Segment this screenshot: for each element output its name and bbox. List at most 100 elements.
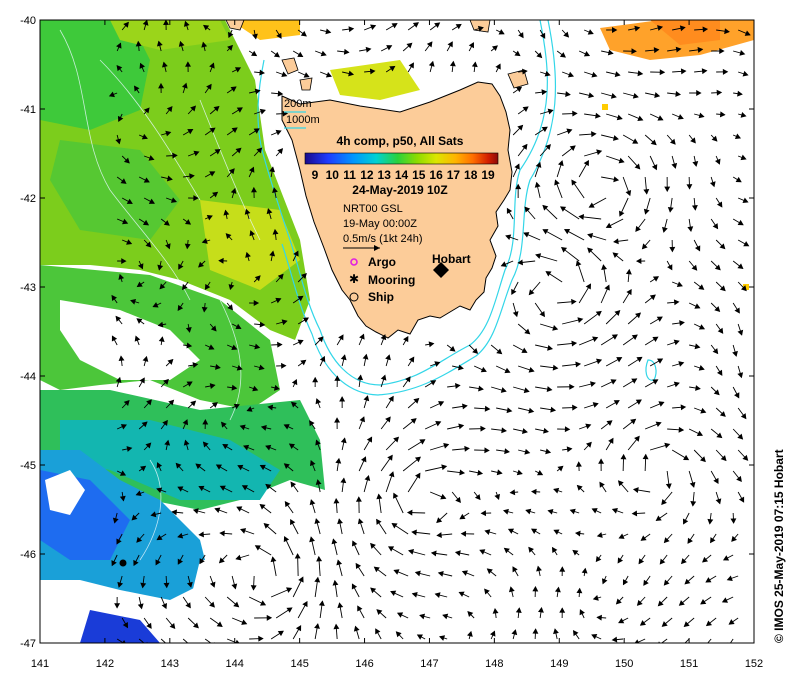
current-arrowhead	[655, 515, 662, 522]
current-arrowhead	[380, 374, 387, 381]
current-arrowhead	[559, 52, 566, 58]
current-arrowhead	[186, 381, 193, 387]
current-arrowhead	[440, 493, 447, 500]
current-arrowhead	[689, 481, 696, 488]
x-tick-label: 150	[615, 658, 633, 670]
current-arrowhead	[715, 498, 722, 505]
current-arrowhead	[657, 115, 664, 121]
current-arrowhead	[302, 600, 308, 608]
y-tick-label: -41	[20, 104, 36, 116]
current-arrowhead	[219, 485, 226, 491]
current-arrowhead	[309, 499, 316, 506]
current-arrowhead	[605, 222, 612, 229]
current-arrowhead	[547, 508, 554, 515]
current-arrowhead	[213, 105, 220, 112]
current-arrowhead	[319, 355, 326, 363]
current-arrowhead	[694, 343, 701, 350]
current-arrowhead	[707, 518, 714, 525]
current-arrowhead	[121, 258, 127, 265]
current-arrowhead	[698, 284, 705, 290]
current-arrowhead	[696, 430, 703, 437]
current-arrowhead	[700, 407, 707, 414]
current-arrowhead	[111, 560, 117, 567]
current-arrowhead	[390, 590, 397, 597]
current-arrowhead	[405, 376, 411, 383]
current-arrowhead	[738, 496, 745, 503]
current-arrowhead	[496, 469, 503, 476]
current-arrowhead	[111, 335, 118, 342]
current-arrowhead	[259, 108, 266, 115]
current-arrowhead	[678, 361, 685, 367]
current-arrowhead	[532, 628, 539, 634]
product-date: 24-May-2019 10Z	[352, 183, 447, 197]
current-arrowhead	[532, 585, 539, 592]
current-arrowhead	[273, 384, 280, 391]
current-arrowhead	[166, 106, 173, 113]
current-arrowhead	[123, 21, 129, 28]
current-arrowhead	[467, 611, 474, 617]
current-arrowhead	[228, 31, 234, 38]
current-arrowhead	[231, 344, 238, 351]
current-arrowhead	[442, 613, 449, 620]
current-arrowhead	[572, 630, 579, 637]
current-arrowhead	[642, 453, 649, 460]
current-arrowhead	[591, 71, 598, 78]
current-arrowhead	[186, 581, 193, 588]
current-arrowhead	[437, 570, 444, 577]
current-arrowhead	[416, 634, 423, 640]
current-arrowhead	[136, 536, 143, 543]
current-arrowhead	[277, 273, 284, 280]
colorbar-labels: 9 10 11 12 13 14 15 16 17 18 19	[312, 168, 495, 182]
current-arrowhead	[260, 424, 267, 431]
current-arrowhead	[524, 448, 531, 455]
current-arrowhead	[116, 65, 123, 72]
current-arrow	[182, 638, 189, 643]
current-arrowhead	[634, 639, 640, 643]
current-arrowhead	[500, 387, 507, 393]
current-arrowhead	[559, 566, 566, 572]
current-arrowhead	[283, 535, 290, 543]
current-arrowhead	[553, 628, 559, 635]
current-arrowhead	[498, 29, 505, 35]
current-arrowhead	[695, 385, 701, 391]
colorbar-label: 18	[464, 168, 478, 182]
current-arrowhead	[722, 555, 730, 561]
current-arrowhead	[458, 591, 465, 597]
current-arrowhead	[211, 402, 218, 408]
current-arrowhead	[189, 173, 195, 180]
current-arrowhead	[220, 421, 227, 428]
x-tick-label: 144	[226, 658, 244, 670]
current-arrowhead	[512, 311, 519, 318]
current-arrowhead	[209, 581, 216, 588]
current-arrowhead	[716, 89, 723, 96]
current-arrowhead	[123, 157, 130, 164]
current-arrowhead	[411, 591, 418, 598]
current-arrowhead	[198, 485, 205, 492]
current-arrowhead	[560, 246, 568, 253]
current-arrowhead	[185, 327, 192, 333]
current-arrowhead	[314, 623, 320, 629]
current-arrowhead	[241, 485, 248, 491]
current-arrowhead	[494, 493, 500, 500]
current-arrowhead	[187, 129, 194, 135]
current-arrowhead	[507, 528, 515, 534]
open-circle-icon	[349, 292, 359, 302]
current-arrowhead	[140, 582, 147, 589]
current-arrowhead	[673, 339, 680, 346]
current-arrowhead	[684, 578, 691, 585]
current-arrowhead	[380, 334, 387, 341]
current-arrowhead	[177, 304, 184, 312]
current-arrowhead	[208, 344, 215, 350]
current-arrowhead	[256, 147, 263, 154]
current-arrowhead	[183, 20, 190, 27]
current-arrowhead	[528, 289, 535, 296]
current-arrowhead	[230, 86, 237, 92]
current-arrowhead	[592, 594, 599, 601]
current-arrowhead	[714, 264, 721, 271]
current-arrowhead	[611, 334, 618, 340]
current-arrowhead	[198, 531, 204, 538]
current-arrowhead	[504, 448, 510, 455]
current-arrowhead	[195, 463, 202, 470]
current-arrowhead	[291, 378, 298, 386]
current-arrowhead	[536, 565, 542, 572]
